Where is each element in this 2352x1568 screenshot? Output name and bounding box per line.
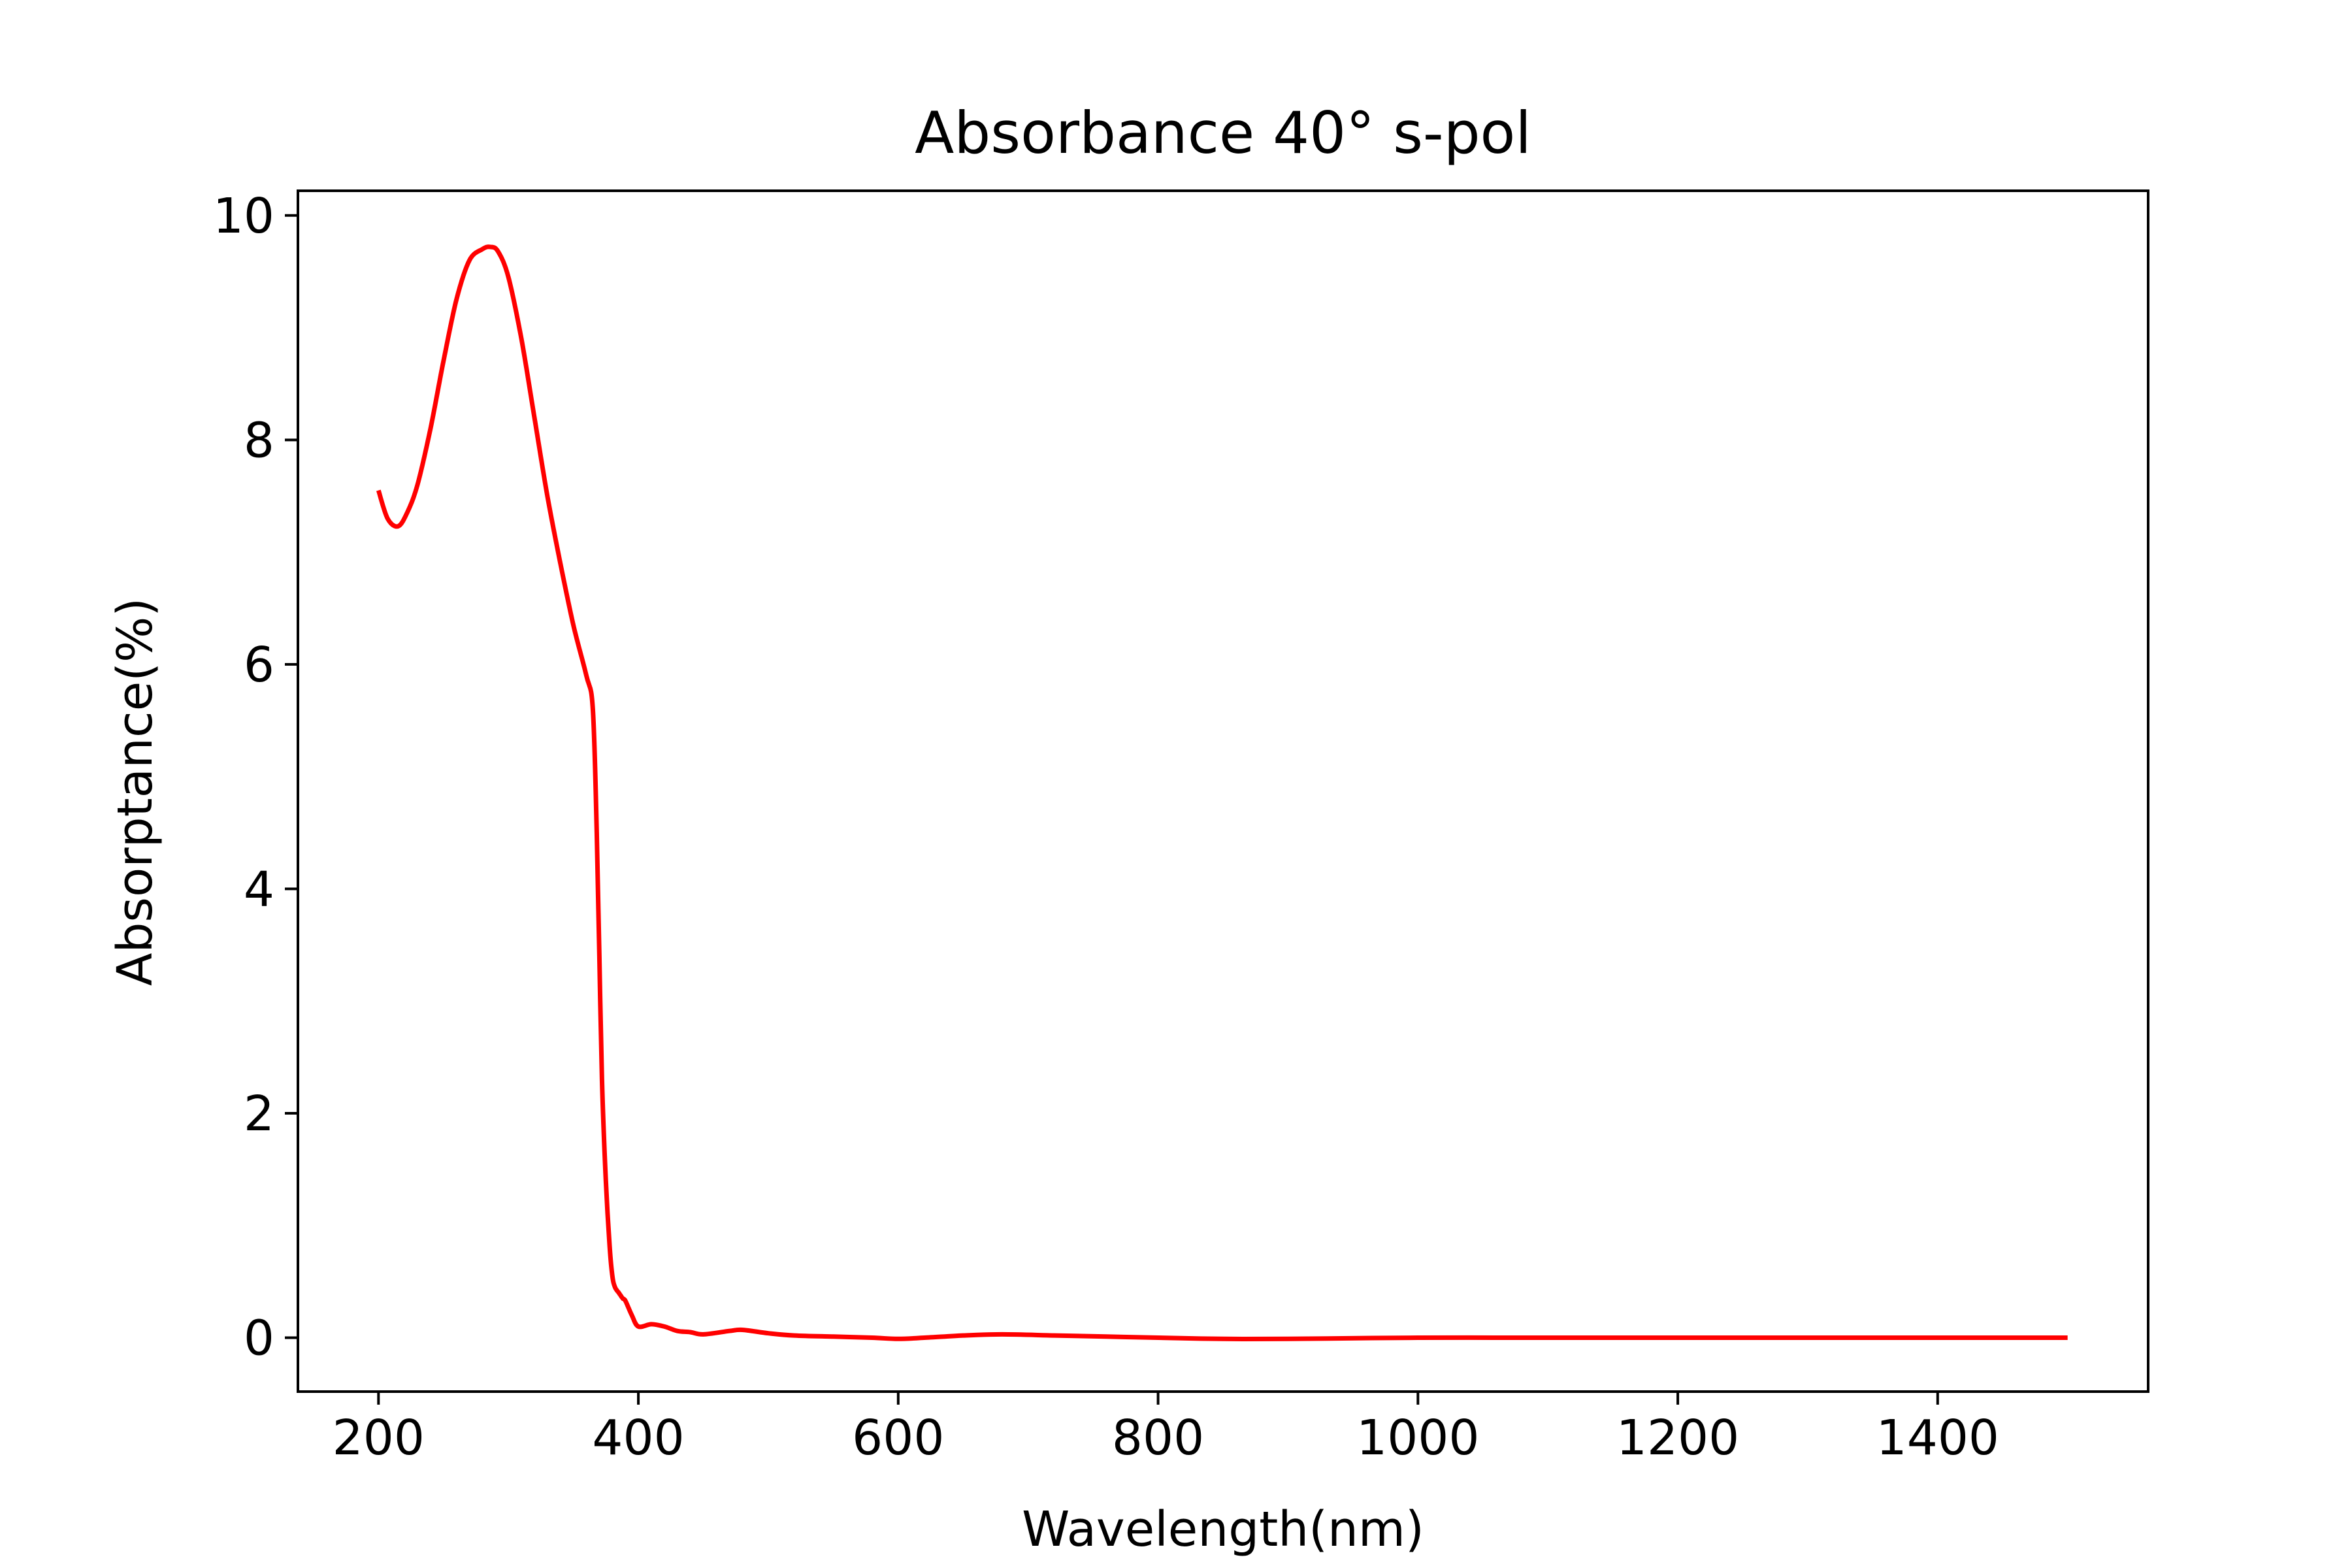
axes-frame [297,189,2149,1393]
x-tick-label: 800 [1112,1410,1204,1466]
y-tick-label: 10 [213,188,274,244]
y-tick-label: 6 [244,637,274,693]
x-tick-label: 400 [592,1410,684,1466]
chart-title: Absorbance 40° s-pol [915,99,1531,167]
y-tick-label: 0 [244,1311,274,1367]
x-tick-label: 1400 [1876,1410,1999,1466]
y-tick-label: 2 [244,1086,274,1142]
x-tick-label: 200 [333,1410,425,1466]
y-tick-label: 4 [244,861,274,917]
axis-ticks: 200 400 600 800 1000 1200 1400 0 2 4 6 8 10 [213,188,1999,1466]
y-tick-label: 8 [244,412,274,468]
plot-area [376,244,2068,1342]
x-tick-label: 1000 [1356,1410,1479,1466]
series-line [376,244,2068,1342]
x-tick-label: 600 [852,1410,944,1466]
x-axis-label: Wavelength(nm) [1022,1501,1424,1558]
x-tick-label: 1200 [1616,1410,1739,1466]
y-axis-label: Absorptance(%) [107,598,163,986]
